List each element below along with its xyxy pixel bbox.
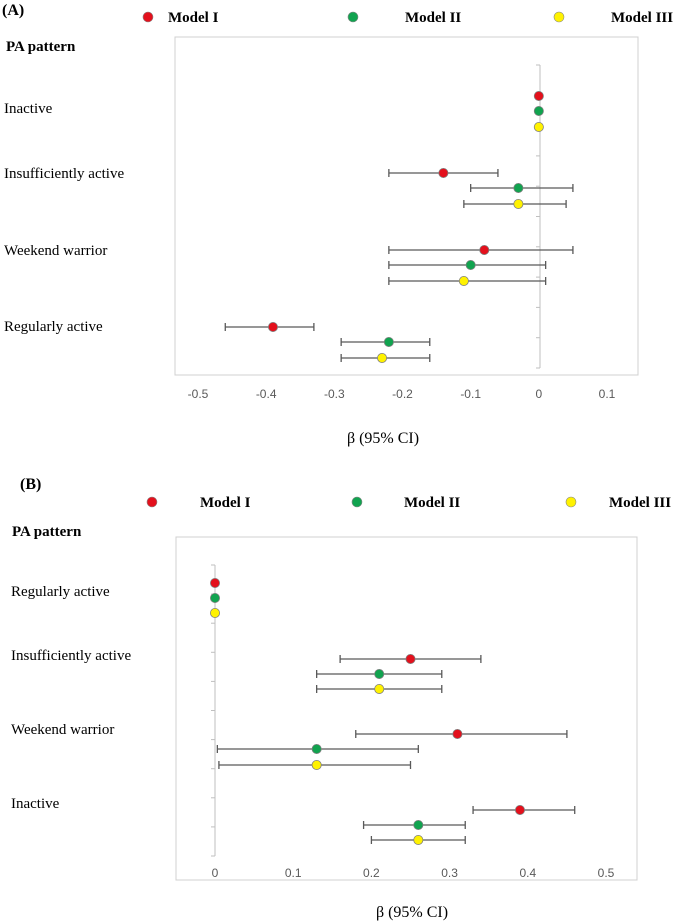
panel-a-point-model-ii bbox=[513, 182, 524, 193]
panel-a-row-header: PA pattern bbox=[6, 39, 76, 55]
panel-a-x-tick-label: -0.3 bbox=[324, 387, 345, 401]
panel-a-point-model-iii bbox=[377, 352, 388, 363]
panel-a-category-label: Weekend warrior bbox=[4, 243, 107, 259]
panel-b-x-tick-label: 0.3 bbox=[441, 866, 458, 880]
panel-a-label: (A) bbox=[2, 2, 24, 19]
panel-a-legend-label-1: Model I bbox=[168, 10, 219, 26]
panel-a-x-tick-label: 0.1 bbox=[599, 387, 616, 401]
panel-b-point-model-iii bbox=[311, 760, 322, 771]
panel-a-legend-marker-2 bbox=[347, 11, 359, 23]
panel-b-x-tick-label: 0.2 bbox=[363, 866, 380, 880]
panel-a-xlabel: β (95% CI) bbox=[347, 430, 419, 447]
panel-b-legend-label-2: Model II bbox=[404, 495, 460, 511]
panel-a-point-model-i bbox=[267, 321, 278, 332]
panel-a-chart: Model I Model II Model III -0.5 -0.4 -0.3 -0.2… bbox=[4, 10, 673, 401]
panel-b-point-model-ii bbox=[311, 744, 322, 755]
panel-b-row-header: PA pattern bbox=[12, 524, 82, 540]
panel-b-point-model-i bbox=[209, 578, 220, 589]
panel-a-legend-marker-1 bbox=[142, 11, 154, 23]
panel-b-point-model-ii bbox=[413, 820, 424, 831]
panel-b-chart: Model I Model II Model III 0 0.1 0.2 0.3 0.4 0.5… bbox=[11, 495, 671, 881]
panel-b-x-tick-label: 0.1 bbox=[285, 866, 302, 880]
panel-a-category-label: Regularly active bbox=[4, 319, 103, 335]
panel-b-category-label: Insufficiently active bbox=[11, 648, 131, 664]
panel-b-point-model-i bbox=[452, 729, 463, 740]
panel-b-category-label: Regularly active bbox=[11, 584, 110, 600]
panel-b-legend-marker-3 bbox=[565, 496, 577, 508]
panel-b-point-model-iii bbox=[374, 684, 385, 695]
panel-b-legend-marker-1 bbox=[146, 496, 158, 508]
panel-a-point-model-i bbox=[479, 244, 490, 255]
panel-b-legend-label-3: Model III bbox=[609, 495, 671, 511]
panel-a-point-model-i bbox=[533, 91, 544, 102]
panel-a-point-model-ii bbox=[533, 106, 544, 117]
panel-b-label: (B) bbox=[20, 476, 41, 493]
panel-b-x-tick-label: 0.4 bbox=[519, 866, 536, 880]
panel-b-x-tick-label: 0.5 bbox=[598, 866, 615, 880]
panel-a-point-model-ii bbox=[465, 259, 476, 270]
panel-a-x-tick-label: -0.1 bbox=[460, 387, 481, 401]
panel-b-category-label: Inactive bbox=[11, 796, 60, 812]
panel-a-x-tick-label: -0.5 bbox=[188, 387, 209, 401]
panel-a-x-tick-label: 0 bbox=[535, 387, 542, 401]
panel-b-point-model-ii bbox=[374, 669, 385, 680]
panel-b-legend-label-1: Model I bbox=[200, 495, 251, 511]
panel-b-plot-frame bbox=[175, 536, 638, 881]
panel-a-point-model-iii bbox=[533, 122, 544, 133]
panel-a-legend-marker-3 bbox=[553, 11, 565, 23]
panel-a-point-model-iii bbox=[513, 198, 524, 209]
panel-a-point-model-iii bbox=[458, 275, 469, 286]
panel-a-category-label: Insufficiently active bbox=[4, 166, 124, 182]
panel-b-point-model-i bbox=[514, 805, 525, 816]
panel-a-category-label: Inactive bbox=[4, 101, 53, 117]
panel-b-point-model-iii bbox=[413, 835, 424, 846]
panel-b-point-model-iii bbox=[209, 608, 220, 619]
panel-b-category-label: Weekend warrior bbox=[11, 722, 114, 738]
panel-a-point-model-ii bbox=[383, 336, 394, 347]
panel-b-xlabel: β (95% CI) bbox=[376, 904, 448, 921]
panel-a-x-tick-label: -0.4 bbox=[256, 387, 277, 401]
panel-a-x-tick-label: -0.2 bbox=[392, 387, 413, 401]
panel-b-legend-marker-2 bbox=[351, 496, 363, 508]
panel-b-x-tick-label: 0 bbox=[212, 866, 219, 880]
panel-b-point-model-i bbox=[405, 654, 416, 665]
panel-a-legend-label-2: Model II bbox=[405, 10, 461, 26]
panel-a-plot-frame bbox=[174, 36, 639, 376]
panel-b-point-model-ii bbox=[209, 593, 220, 604]
panel-a-legend-label-3: Model III bbox=[611, 10, 673, 26]
panel-a-point-model-i bbox=[438, 167, 449, 178]
